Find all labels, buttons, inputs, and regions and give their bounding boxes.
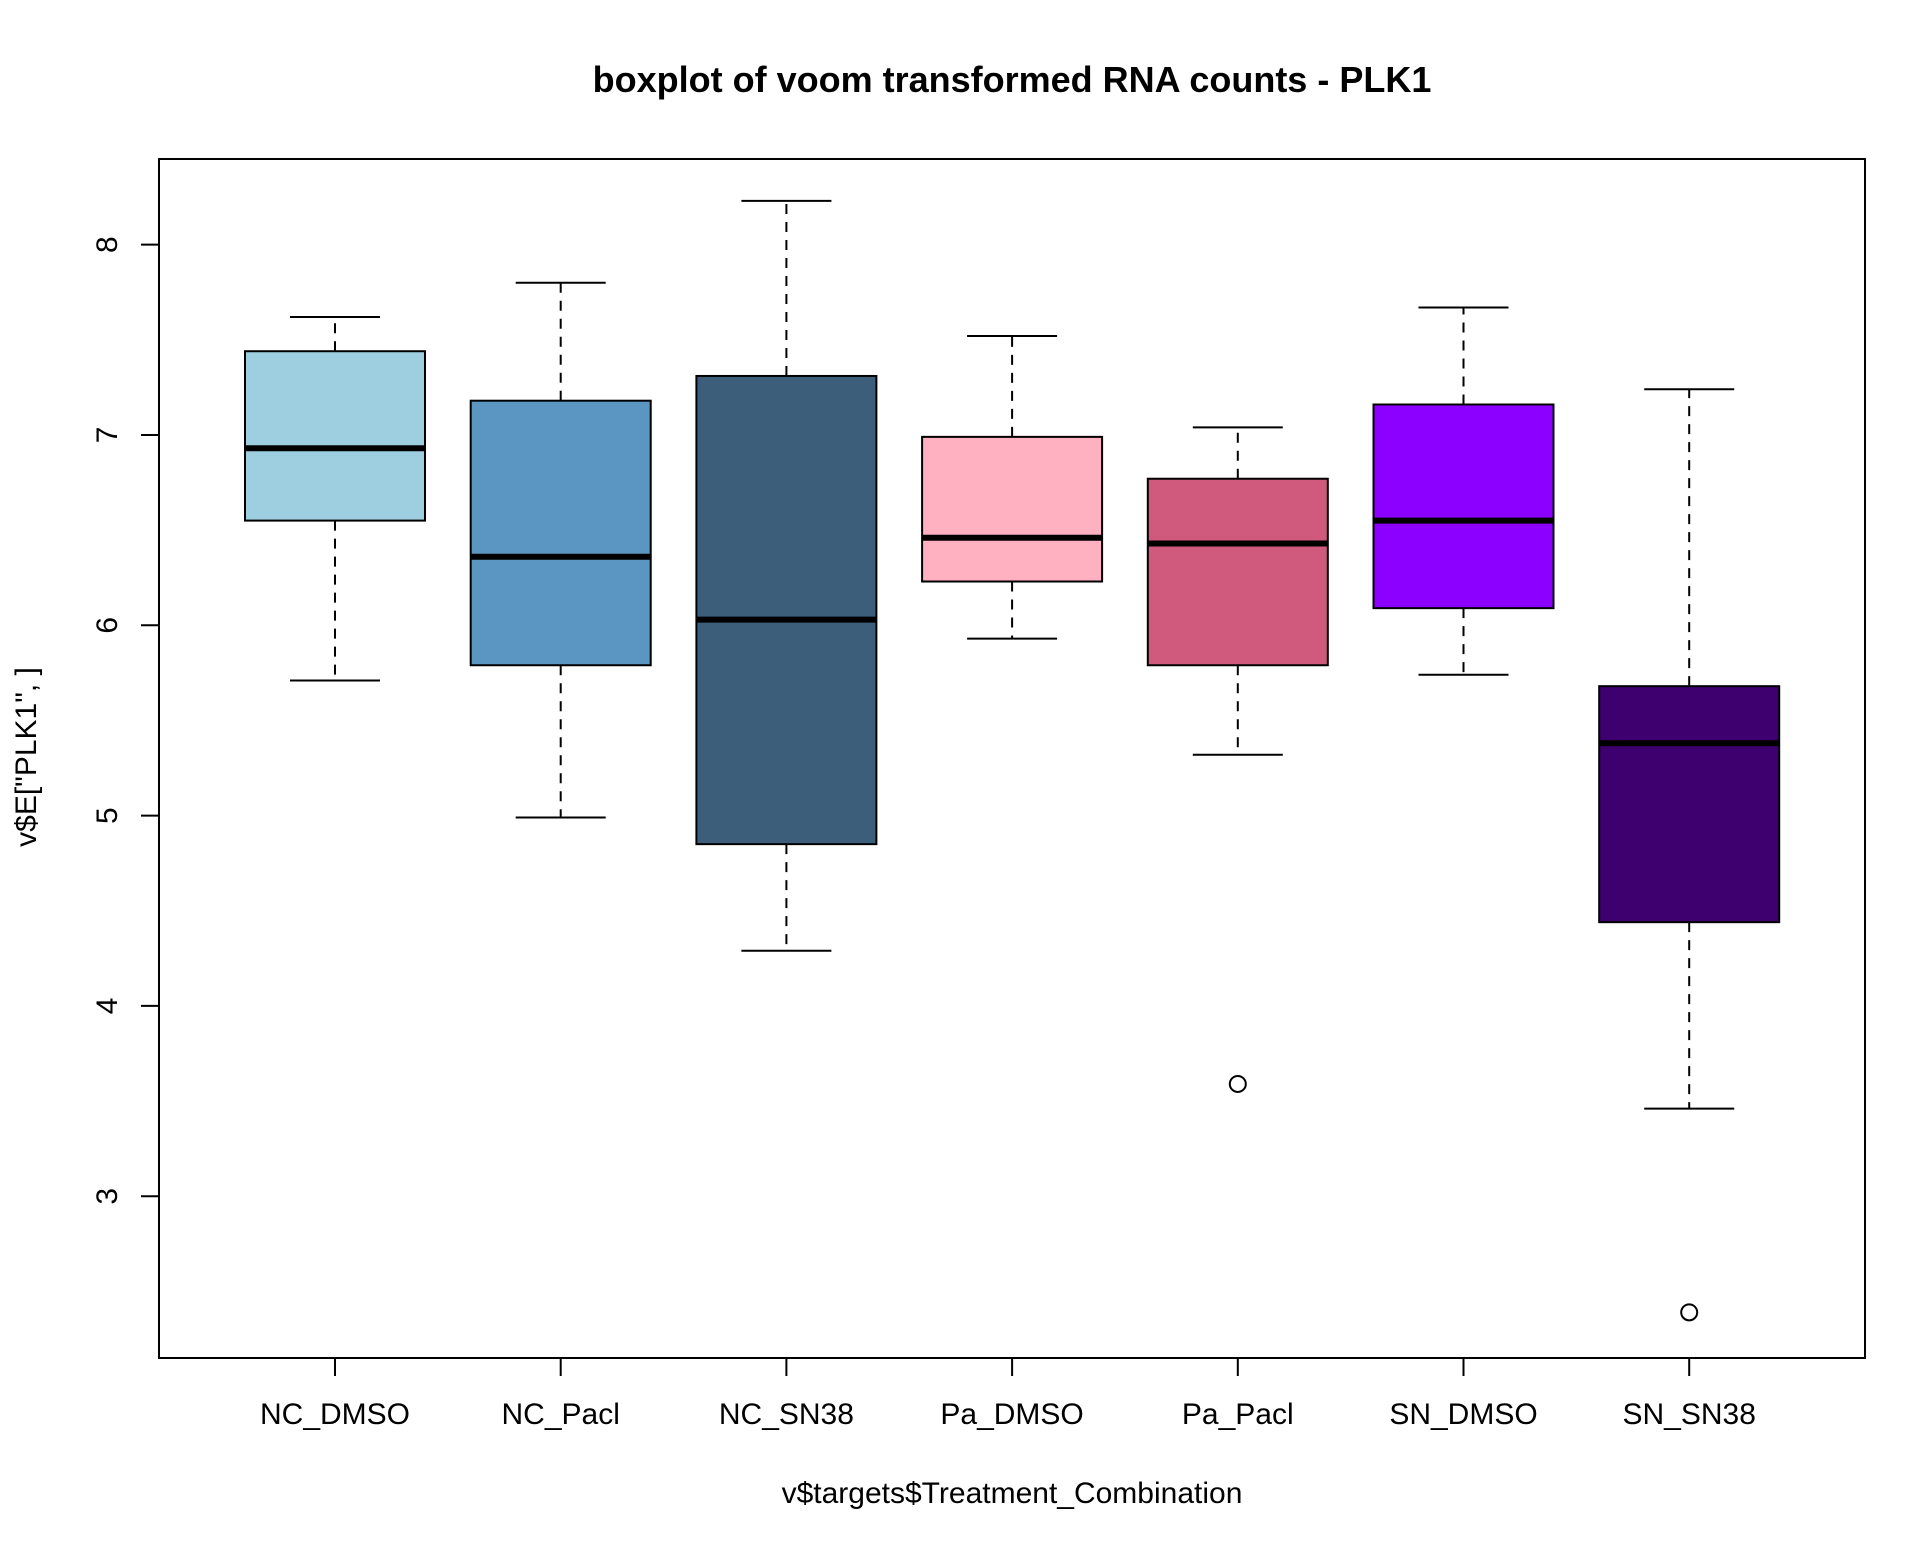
outlier-Pa_Pacl-0 <box>1228 1074 1247 1093</box>
box-SN_SN38 <box>1598 685 1781 924</box>
x-tick-label-SN_DMSO: SN_DMSO <box>1389 1398 1537 1431</box>
box-group-Pa_DMSO <box>921 334 1104 640</box>
boxes-group <box>244 199 1781 1322</box>
outlier-SN_SN38-0 <box>1680 1303 1699 1322</box>
box-group-SN_SN38 <box>1598 388 1781 1322</box>
y-axis-label: v$E["PLK1", ] <box>10 667 43 847</box>
box-NC_DMSO <box>244 350 426 522</box>
box-group-Pa_Pacl <box>1146 426 1329 1093</box>
x-axis-label: v$targets$Treatment_Combination <box>782 1477 1243 1510</box>
x-tick-label-NC_DMSO: NC_DMSO <box>260 1398 410 1431</box>
y-axis: 3 4 5 6 7 8 <box>91 236 160 1205</box>
y-tick-label-3: 3 <box>91 1188 124 1205</box>
box-group-NC_SN38 <box>695 199 878 952</box>
x-tick-label-NC_SN38: NC_SN38 <box>719 1398 854 1431</box>
box-NC_SN38 <box>695 374 878 846</box>
x-tick-label-Pa_DMSO: Pa_DMSO <box>940 1398 1083 1431</box>
box-NC_Pacl <box>469 399 652 667</box>
chart-title: boxplot of voom transformed RNA counts -… <box>593 59 1432 100</box>
x-axis: NC_DMSO NC_Pacl NC_SN38 Pa_DMSO Pa_Pacl SN_DM… <box>260 1357 1756 1431</box>
box-group-NC_Pacl <box>469 281 652 819</box>
box-Pa_DMSO <box>921 435 1104 583</box>
box-group-SN_DMSO <box>1372 306 1555 676</box>
y-tick-label-6: 6 <box>91 617 124 634</box>
y-tick-label-8: 8 <box>91 236 124 253</box>
x-tick-label-NC_Pacl: NC_Pacl <box>502 1398 620 1431</box>
x-tick-label-Pa_Pacl: Pa_Pacl <box>1182 1398 1294 1431</box>
y-tick-label-5: 5 <box>91 807 124 824</box>
box-SN_DMSO <box>1372 403 1555 610</box>
x-tick-label-SN_SN38: SN_SN38 <box>1622 1398 1755 1431</box>
y-tick-label-4: 4 <box>91 998 124 1015</box>
box-Pa_Pacl <box>1146 477 1329 667</box>
y-tick-label-7: 7 <box>91 427 124 444</box>
box-group-NC_DMSO <box>244 315 426 682</box>
